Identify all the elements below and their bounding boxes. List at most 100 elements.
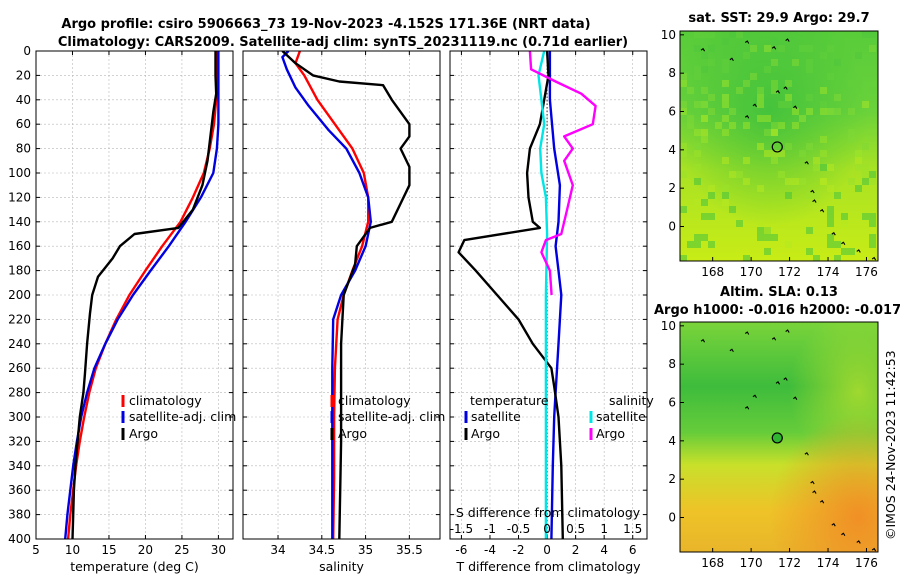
sst-pixel bbox=[806, 143, 813, 150]
sst-pixel bbox=[764, 227, 771, 234]
sst-pixel bbox=[764, 248, 771, 255]
temperature-axes-frame bbox=[35, 50, 234, 540]
island-outline bbox=[700, 338, 706, 343]
sla-map-subtitle: Argo h1000: -0.016 h2000: -0.017 bbox=[654, 303, 900, 318]
sst-pixel bbox=[848, 108, 855, 115]
island-outline bbox=[775, 90, 781, 94]
series-line-s-argo bbox=[528, 51, 597, 296]
sst-pixel bbox=[722, 129, 729, 136]
island-outline bbox=[744, 331, 750, 335]
map-y-tick-label: 2 bbox=[668, 181, 676, 195]
series-line-satellite-adj-clim bbox=[64, 51, 220, 539]
salinity-legend: climatology satellite-adj. clim Argo bbox=[330, 393, 445, 441]
map-y-tick-label: 0 bbox=[668, 220, 676, 234]
sst-pixel bbox=[820, 164, 827, 171]
x-tick-label: 35 bbox=[358, 543, 373, 557]
sst-pixel bbox=[729, 206, 736, 213]
sst-pixel bbox=[757, 87, 764, 94]
map-y-tick-label: 2 bbox=[668, 472, 676, 486]
island-outline bbox=[771, 336, 777, 341]
sst-pixel bbox=[778, 150, 785, 157]
sst-pixel bbox=[764, 45, 771, 52]
sst-pixel bbox=[680, 171, 687, 178]
sst-pixel bbox=[862, 101, 869, 108]
sst-pixel bbox=[869, 220, 876, 227]
sst-pixel bbox=[771, 80, 778, 87]
sst-pixel bbox=[680, 199, 687, 206]
salinity-series bbox=[281, 51, 411, 539]
sst-pixel bbox=[862, 164, 869, 171]
sst-pixel bbox=[820, 108, 827, 115]
island-outline bbox=[793, 396, 798, 400]
island-outline bbox=[744, 114, 750, 119]
s-tick-label: 1.5 bbox=[623, 522, 642, 536]
island-outline bbox=[744, 40, 750, 44]
x-tick-label: 4 bbox=[600, 543, 608, 557]
sst-pixel bbox=[680, 143, 687, 150]
sst-pixel bbox=[771, 234, 778, 241]
sst-pixel bbox=[729, 31, 736, 38]
difference-axes-frame bbox=[449, 50, 648, 540]
sst-pixel bbox=[869, 45, 876, 52]
argo-float-marker bbox=[771, 141, 783, 153]
island-outline bbox=[831, 522, 836, 527]
sst-pixel bbox=[757, 185, 764, 192]
depth-tick-labels: 0 20 40 60 80 100 120 140 160 180 200 220 240 260 280 3… bbox=[8, 44, 31, 546]
sst-pixel bbox=[701, 213, 708, 220]
sst-pixel bbox=[841, 213, 848, 220]
depth-tick-label: 320 bbox=[8, 434, 31, 448]
island-outline bbox=[841, 532, 846, 537]
sst-coastlines bbox=[700, 38, 877, 261]
sst-pixel bbox=[764, 115, 771, 122]
sst-pixel bbox=[701, 66, 708, 73]
sst-pixel bbox=[680, 255, 687, 261]
depth-tick-label: 220 bbox=[8, 312, 31, 326]
island-outline bbox=[856, 540, 861, 544]
sla-coastlines bbox=[700, 329, 877, 552]
sst-field bbox=[680, 31, 878, 261]
sst-pixel bbox=[869, 178, 876, 185]
sst-pixel bbox=[862, 31, 869, 38]
sst-pixel bbox=[701, 129, 708, 136]
sst-pixel bbox=[771, 59, 778, 66]
island-outline bbox=[744, 405, 750, 410]
sdiff-tick-labels: -1.5 -1 -0.5 0 0.5 1 1.5 bbox=[450, 522, 643, 536]
sst-pixel bbox=[855, 185, 862, 192]
sst-pixel bbox=[869, 213, 876, 220]
sst-pixel bbox=[785, 143, 792, 150]
depth-tick-label: 400 bbox=[8, 532, 31, 546]
sst-pixel bbox=[757, 227, 764, 234]
island-outline bbox=[812, 199, 817, 203]
sst-pixel bbox=[827, 73, 834, 80]
s-tick-label: 1 bbox=[600, 522, 608, 536]
sst-pixel bbox=[694, 199, 701, 206]
map-x-tick-label: 174 bbox=[817, 556, 840, 570]
sst-pixel bbox=[694, 164, 701, 171]
sst-pixel bbox=[862, 213, 869, 220]
sst-pixel bbox=[820, 101, 827, 108]
sst-pixel bbox=[708, 45, 715, 52]
sst-pixel bbox=[680, 73, 687, 80]
series-line-argo bbox=[281, 51, 411, 539]
sst-pixel bbox=[869, 241, 876, 248]
sst-pixel bbox=[694, 143, 701, 150]
depth-tick-label: 300 bbox=[8, 410, 31, 424]
sst-pixel bbox=[848, 129, 855, 136]
sla-field bbox=[680, 322, 878, 552]
depth-tick-label: 160 bbox=[8, 239, 31, 253]
sst-pixel bbox=[785, 101, 792, 108]
sst-pixel bbox=[694, 45, 701, 52]
island-outline bbox=[775, 381, 781, 385]
sst-pixel bbox=[771, 45, 778, 52]
sst-pixel bbox=[869, 234, 876, 241]
sst-pixel bbox=[708, 192, 715, 199]
sst-pixel bbox=[694, 31, 701, 38]
sst-pixel bbox=[736, 220, 743, 227]
depth-tick-label: 100 bbox=[8, 166, 31, 180]
map-y-tick-label: 4 bbox=[668, 434, 676, 448]
x-tick-label: 15 bbox=[101, 543, 116, 557]
island-outline bbox=[856, 249, 861, 253]
x-tick-label: 25 bbox=[174, 543, 189, 557]
sst-pixel bbox=[771, 129, 778, 136]
island-outline bbox=[831, 231, 836, 236]
